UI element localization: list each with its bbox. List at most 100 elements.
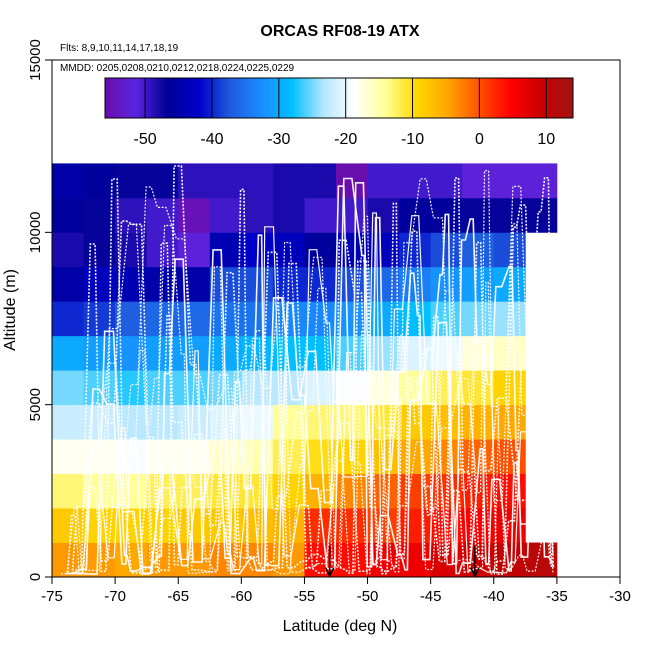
colorbar-tick-label: 0 (475, 131, 484, 148)
heatmap-cell (178, 163, 211, 199)
y-tick-label: 0 (27, 573, 44, 581)
flight-track (66, 185, 551, 575)
heatmap-cell (399, 404, 432, 440)
y-tick-label: 10000 (27, 211, 44, 253)
heatmap-cell (272, 508, 305, 543)
colorbar-gradient (104, 77, 574, 119)
heatmap-cell (146, 335, 179, 371)
flight-track (76, 165, 553, 575)
heatmap-cell (52, 370, 84, 406)
heatmap-cell (493, 439, 526, 474)
colorbar: -50 -40 -30 -20 -10 0 10 (104, 77, 574, 148)
heatmap-cell (83, 197, 116, 233)
x-tick-label: -60 (230, 588, 252, 605)
heatmap-cell (272, 197, 305, 233)
heatmap-cell (52, 232, 84, 268)
marker-arrow-head (470, 567, 480, 578)
flight-track (75, 212, 554, 575)
colorbar-tick-label: -20 (334, 131, 357, 148)
heatmap-cell (462, 404, 495, 440)
x-tick-label: -30 (609, 588, 631, 605)
x-tick-label: -55 (294, 588, 316, 605)
flights-note: Flts: 8,9,10,11,14,17,18,19 (60, 43, 179, 54)
heatmap-cell (399, 301, 432, 337)
heatmap-cell (493, 163, 526, 199)
heatmap-cell (399, 163, 432, 199)
heatmap-cell (367, 232, 400, 268)
heatmap-cell (52, 508, 84, 543)
heatmap-cell (304, 197, 337, 233)
heatmap-cell (241, 335, 274, 371)
heatmap-cell (304, 163, 337, 199)
heatmap-cell (272, 404, 305, 440)
x-tick-label: -75 (41, 588, 63, 605)
heatmap-cell (272, 232, 305, 268)
heatmap-cell (83, 370, 116, 406)
axes-layer: -75 -70 -65 -60 -55 -50 -45 -40 -35 -30 0 5000 10000… (27, 39, 631, 605)
x-tick-label: -35 (546, 588, 568, 605)
heatmap-cell (241, 163, 274, 199)
heatmap-cell (52, 301, 84, 337)
heatmap-cell (52, 335, 84, 371)
heatmap-cell (304, 370, 337, 406)
flight-track (61, 178, 554, 575)
colorbar-tick-label: 10 (537, 131, 555, 148)
x-tick-label: -40 (483, 588, 505, 605)
heatmap-cell (367, 335, 400, 371)
heatmap-cell (430, 163, 463, 199)
heatmap-cell (209, 335, 242, 371)
heatmap-cell (52, 473, 84, 509)
heatmap-cell (52, 197, 84, 233)
heatmap-cell (115, 404, 148, 440)
chart-title: ORCAS RF08-19 ATX (260, 23, 419, 40)
heatmap-cell (115, 197, 148, 233)
dates-note: MMDD: 0205,0208,0210,0212,0218,0224,0225… (60, 63, 295, 74)
heatmap-cell (52, 163, 84, 199)
x-axis-label: Latitude (deg N) (283, 618, 398, 635)
y-axis-label: Altitude (m) (2, 269, 19, 351)
heatmap-cell (241, 301, 274, 337)
colorbar-tick-label: -10 (401, 131, 424, 148)
heatmap-cell (336, 197, 368, 233)
heatmap-cell (399, 439, 432, 474)
heatmap-cell (178, 301, 211, 337)
heatmap-cell (430, 232, 463, 268)
heatmap-cell (399, 232, 432, 268)
colorbar-tick-label: -40 (200, 131, 223, 148)
colorbar-tick-label: -30 (267, 131, 290, 148)
x-tick-label: -70 (104, 588, 126, 605)
x-tick-label: -50 (357, 588, 379, 605)
heatmap-cell (367, 266, 400, 302)
heatmap-cell (146, 301, 179, 337)
x-tick-label: -45 (420, 588, 442, 605)
x-tick-label: -65 (167, 588, 189, 605)
heatmap-cell (209, 266, 242, 302)
flight-track (65, 170, 555, 575)
heatmap-cell (146, 370, 179, 406)
heatmap-cell (462, 232, 495, 268)
heatmap-cell (430, 197, 463, 233)
plot-frame (51, 59, 621, 578)
colorbar-tick-label: -50 (134, 131, 157, 148)
heatmap-cell (399, 508, 432, 543)
heatmap-cell (83, 335, 116, 371)
marker-arrow-head (325, 567, 335, 578)
heatmap-cell (462, 370, 495, 406)
heatmap-cell (525, 163, 558, 199)
heatmap-cell (367, 163, 400, 199)
heatmap-cell (493, 197, 526, 233)
heatmap-cell (52, 404, 84, 440)
heatmap-cell (241, 197, 274, 233)
heatmap-cell (52, 266, 84, 302)
heatmap-cell (52, 439, 84, 474)
heatmap-cell (209, 197, 242, 233)
y-tick-label: 5000 (27, 388, 44, 421)
heatmap-cell (115, 370, 148, 406)
heatmap-cell (115, 163, 148, 199)
heatmap-cell (272, 163, 305, 199)
y-tick-label: 15000 (27, 39, 44, 81)
heatmap-cell (462, 266, 495, 302)
heatmap-cell (209, 163, 242, 199)
